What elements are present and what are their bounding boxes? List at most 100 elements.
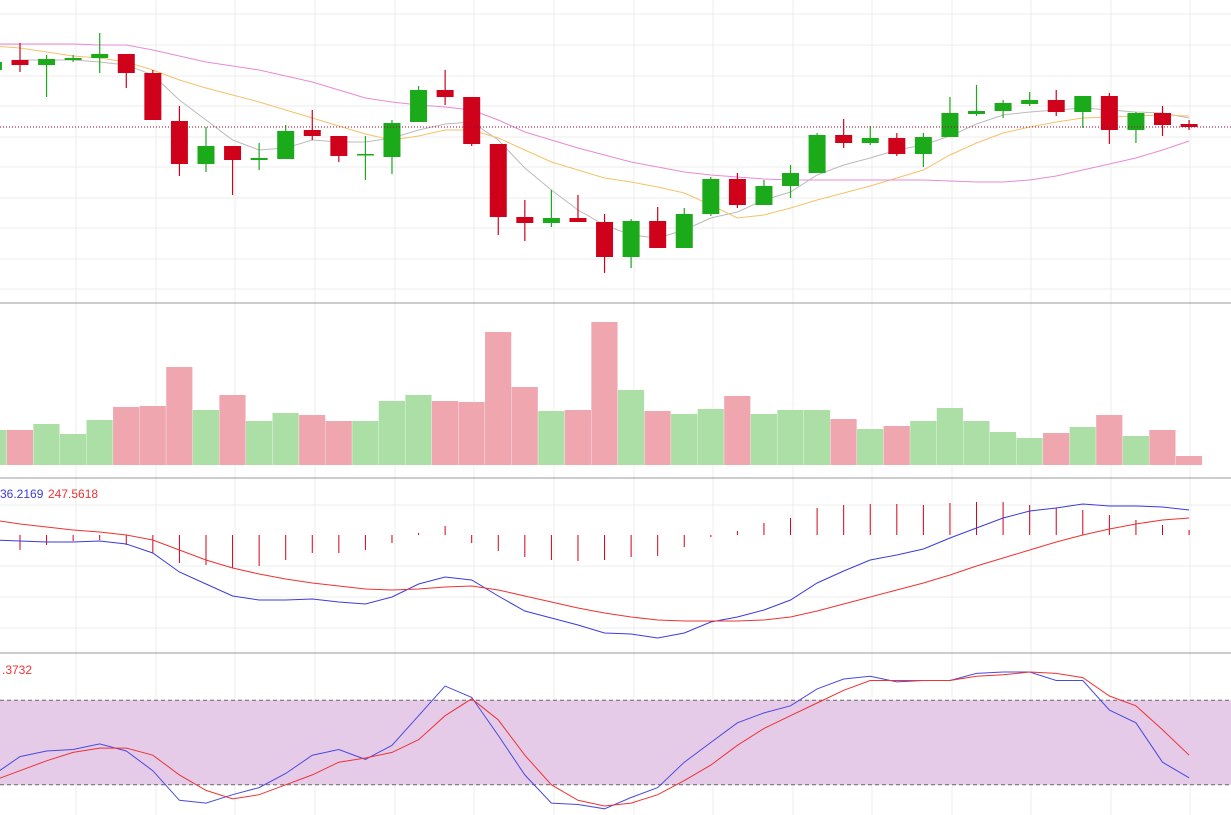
candle-body: [941, 113, 959, 137]
indicator-line: [0, 503, 1190, 639]
macd-label: 247.5618: [48, 487, 98, 501]
candle-body: [277, 131, 295, 159]
volume-bar: [591, 322, 618, 465]
volume-bar: [989, 432, 1017, 465]
volume-bar: [139, 406, 166, 465]
macd-label: 36.2169: [0, 487, 44, 501]
candle-body: [410, 90, 428, 122]
candle-body: [1100, 96, 1118, 130]
candle-body: [11, 60, 29, 65]
overbought-band: [0, 700, 1231, 785]
candle-body: [303, 130, 321, 136]
volume-bar: [1149, 430, 1176, 465]
candle-body: [755, 186, 773, 205]
indicator-line: [0, 517, 1190, 622]
candle-body: [0, 62, 2, 70]
volume-bar: [910, 421, 937, 465]
volume-bar: [431, 401, 459, 465]
candle-body: [38, 59, 56, 65]
volume-bar: [1069, 427, 1096, 465]
candle-body: [383, 123, 401, 157]
candle-body: [170, 121, 188, 164]
candle-body: [436, 90, 454, 97]
volume-bar: [857, 429, 884, 465]
volume-bar: [405, 395, 432, 465]
candle-body: [1154, 113, 1172, 125]
candle-body: [782, 173, 800, 186]
candle-body: [224, 146, 242, 160]
candle-body: [622, 221, 640, 257]
volume-bar: [299, 415, 326, 465]
volume-bar: [245, 421, 273, 465]
candle-body: [516, 217, 534, 223]
candle-body: [64, 58, 82, 60]
volume-bar: [963, 421, 990, 465]
volume-bar: [777, 410, 804, 465]
volume-bar: [1096, 415, 1123, 465]
candle-body: [489, 144, 507, 217]
candle-body: [994, 103, 1012, 111]
volume-bar: [697, 409, 724, 465]
candle-body: [861, 138, 879, 143]
volume-bar: [724, 396, 751, 465]
stoch-label: .3732: [2, 663, 32, 677]
volume-bar: [671, 414, 698, 465]
candle-body: [1021, 100, 1039, 104]
candle-body: [569, 218, 587, 222]
volume-bar: [803, 410, 831, 465]
volume-bar: [883, 426, 910, 465]
indicator-line: [0, 45, 1190, 219]
volume-bar: [33, 424, 60, 465]
volume-bar: [113, 407, 140, 465]
volume-bar: [936, 408, 963, 465]
volume-bar: [86, 420, 113, 465]
candle-body: [888, 138, 906, 154]
candle-body: [91, 54, 109, 58]
indicator-line: [20, 59, 1190, 239]
volume-bar: [166, 367, 193, 465]
volume-bar: [59, 434, 87, 465]
candle-body: [596, 222, 614, 257]
volume-bar: [644, 411, 671, 465]
candle-body: [914, 137, 932, 154]
volume-bar: [750, 414, 777, 465]
candle-body: [728, 179, 746, 205]
candle-body: [649, 221, 667, 248]
candle-body: [250, 158, 268, 160]
volume-bar: [1016, 438, 1043, 465]
candle-body: [808, 135, 826, 173]
candle-body: [1127, 113, 1145, 130]
volume-bar: [1043, 433, 1070, 465]
indicator-line: [0, 43, 1190, 183]
candle-body: [968, 111, 986, 114]
volume-bar: [6, 430, 34, 465]
candle-body: [463, 97, 481, 144]
candle-body: [1074, 96, 1092, 112]
volume-bar: [1175, 456, 1203, 465]
volume-bar: [1122, 436, 1149, 465]
candle-body: [835, 135, 853, 143]
candle-body: [330, 136, 348, 156]
candle-body: [356, 154, 374, 156]
volume-bar: [325, 421, 352, 465]
volume-bar: [352, 421, 379, 465]
candle-body: [702, 179, 720, 214]
volume-bar: [564, 410, 591, 465]
volume-bar: [378, 401, 405, 465]
volume-bar: [617, 390, 645, 465]
volume-bar: [458, 402, 485, 465]
candle-body: [144, 73, 162, 120]
candle-body: [197, 146, 215, 164]
indicator-line: [0, 671, 1190, 807]
volume-bar: [192, 410, 219, 465]
candle-body: [117, 54, 135, 73]
candle-body: [675, 214, 693, 248]
candle-body: [1180, 124, 1198, 127]
indicator-line: [0, 671, 1190, 810]
candle-body: [1047, 100, 1065, 112]
volume-bar: [538, 411, 565, 465]
volume-bar: [272, 413, 299, 465]
volume-bar: [511, 387, 538, 465]
